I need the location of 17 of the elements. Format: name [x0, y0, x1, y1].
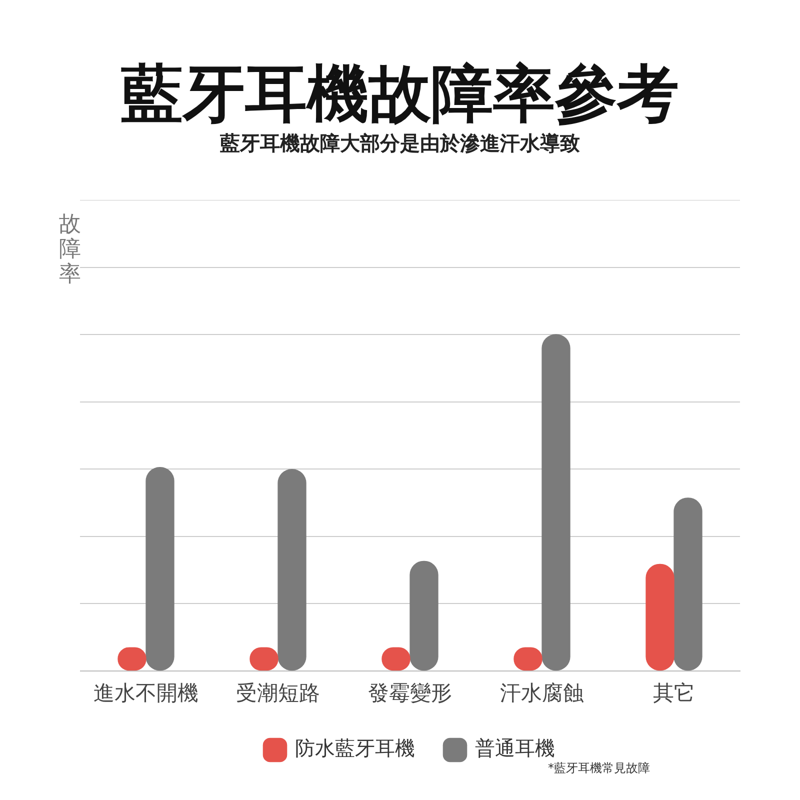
legend-label: 普通耳機 [475, 736, 555, 760]
bar [278, 469, 306, 671]
chart-title: 藍牙耳機故障率參考 [121, 57, 679, 130]
y-axis-title: 故障率 [58, 212, 82, 287]
text: *藍牙耳機常見故障 [548, 760, 650, 777]
x-tick-label: 進水不開機 [94, 680, 198, 705]
bar [542, 334, 570, 671]
x-tick-label: 汗水腐蝕 [500, 680, 584, 705]
legend-label: 防水藍牙耳機 [295, 736, 415, 760]
bar [646, 564, 674, 671]
bar [674, 498, 702, 671]
bar [410, 560, 438, 671]
x-tick-label: 發霉變形 [368, 680, 452, 705]
bar [146, 467, 174, 671]
chart-subtitle: 藍牙耳機故障大部分是由於滲進汗水導致 [219, 130, 581, 157]
x-tick-label: 其它 [653, 680, 695, 705]
x-tick-label: 受潮短路 [236, 680, 320, 705]
